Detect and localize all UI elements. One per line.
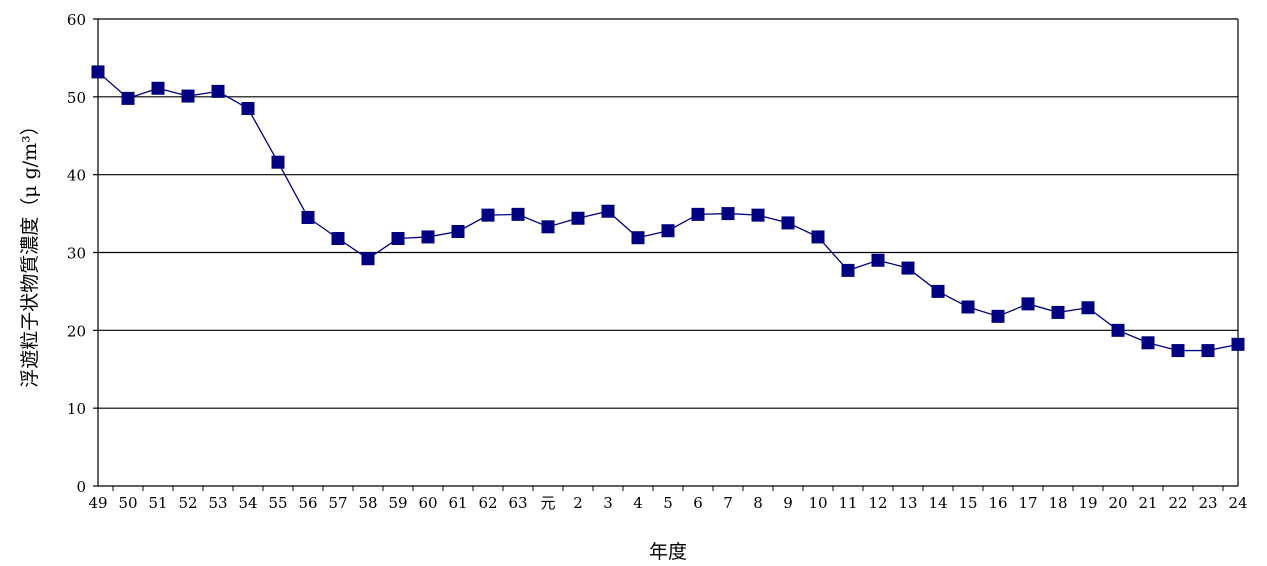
data-point — [1021, 297, 1035, 311]
x-tick-label: 63 — [508, 494, 527, 512]
x-tick-label: 11 — [838, 494, 857, 512]
y-tick-label: 40 — [67, 167, 86, 185]
y-tick-labels: 0 10 20 30 40 50 60 — [67, 11, 86, 496]
x-tick-label: 6 — [693, 494, 703, 512]
data-point — [811, 230, 825, 244]
data-point — [571, 211, 585, 225]
y-tick-label: 30 — [67, 245, 86, 263]
data-point — [361, 252, 375, 266]
x-tick-label: 52 — [178, 494, 197, 512]
x-tick-label: 12 — [868, 494, 887, 512]
x-tick-label: 55 — [268, 494, 287, 512]
x-tick-label: 5 — [663, 494, 673, 512]
data-point — [661, 224, 675, 238]
data-point — [391, 231, 405, 245]
data-point — [751, 208, 765, 222]
y-tick-label: 20 — [67, 322, 86, 340]
data-point — [331, 231, 345, 245]
data-point — [301, 210, 315, 224]
grid-lines — [98, 18, 1238, 409]
axes — [93, 18, 1239, 491]
data-point — [1141, 336, 1155, 350]
x-tick-label: 50 — [118, 494, 137, 512]
x-tick-label: 15 — [958, 494, 977, 512]
x-tick-label: 3 — [603, 494, 613, 512]
data-point — [1231, 337, 1245, 351]
data-point — [271, 155, 285, 169]
x-tick-label: 19 — [1078, 494, 1097, 512]
data-point — [181, 89, 195, 103]
x-tick-label: 7 — [723, 494, 733, 512]
data-point — [931, 284, 945, 298]
data-point — [1051, 305, 1065, 319]
data-point — [541, 220, 555, 234]
data-point — [691, 207, 705, 221]
data-point — [601, 204, 615, 218]
x-tick-label: 53 — [208, 494, 227, 512]
x-tick-label: 10 — [808, 494, 827, 512]
x-tick-label: 24 — [1228, 494, 1247, 512]
y-axis-title: 浮遊粒子状物質濃度（μ g/m³） — [19, 116, 41, 388]
data-point — [91, 65, 105, 79]
x-tick-label: 22 — [1168, 494, 1187, 512]
x-tick-label: 57 — [328, 494, 347, 512]
x-tick-label: 14 — [928, 494, 947, 512]
data-point — [421, 230, 435, 244]
data-point — [481, 208, 495, 222]
x-tick-label: 58 — [358, 494, 377, 512]
x-tick-label: 56 — [298, 494, 317, 512]
x-tick-label: 4 — [633, 494, 643, 512]
data-point — [1171, 344, 1185, 358]
x-tick-label: 8 — [753, 494, 763, 512]
data-point — [781, 216, 795, 230]
x-tick-label: 54 — [238, 494, 257, 512]
series-line — [97, 71, 1239, 352]
data-point — [151, 81, 165, 95]
data-point — [211, 84, 225, 98]
data-point — [121, 91, 135, 105]
x-tick-label: 23 — [1198, 494, 1217, 512]
data-point — [1111, 323, 1125, 337]
x-tick-label: 61 — [448, 494, 467, 512]
data-point — [901, 261, 915, 275]
data-point — [841, 263, 855, 277]
x-tick-label: 59 — [388, 494, 407, 512]
x-tick-label: 16 — [988, 494, 1007, 512]
x-tick-label: 49 — [88, 494, 107, 512]
data-point — [961, 300, 975, 314]
y-tick-label: 50 — [67, 89, 86, 107]
data-point — [991, 309, 1005, 323]
x-tick-labels: 49 50 51 52 53 54 55 56 57 58 59 60 61 62 63 元 2 3 4 5 6 7 8 9 1… — [88, 494, 1247, 512]
x-tick-label: 元 — [540, 494, 555, 512]
y-tick-label: 60 — [67, 11, 86, 29]
x-tick-label: 20 — [1108, 494, 1127, 512]
data-point — [511, 207, 525, 221]
data-point — [631, 231, 645, 245]
data-point — [1081, 301, 1095, 315]
x-tick-label: 51 — [148, 494, 167, 512]
data-point — [1201, 344, 1215, 358]
y-tick-label: 0 — [76, 478, 86, 496]
x-axis-title: 年度 — [649, 541, 687, 563]
data-point — [451, 224, 465, 238]
x-tick-label: 60 — [418, 494, 437, 512]
x-tick-label: 9 — [783, 494, 793, 512]
data-point — [241, 102, 255, 116]
x-tick-label: 17 — [1018, 494, 1037, 512]
data-point — [721, 207, 735, 221]
y-tick-label: 10 — [67, 400, 86, 418]
x-tick-label: 21 — [1138, 494, 1157, 512]
x-tick-label: 18 — [1048, 494, 1067, 512]
x-tick-label: 62 — [478, 494, 497, 512]
x-tick-label: 13 — [898, 494, 917, 512]
x-tick-label: 2 — [573, 494, 583, 512]
data-point — [871, 253, 885, 267]
series-1 — [91, 65, 1245, 358]
